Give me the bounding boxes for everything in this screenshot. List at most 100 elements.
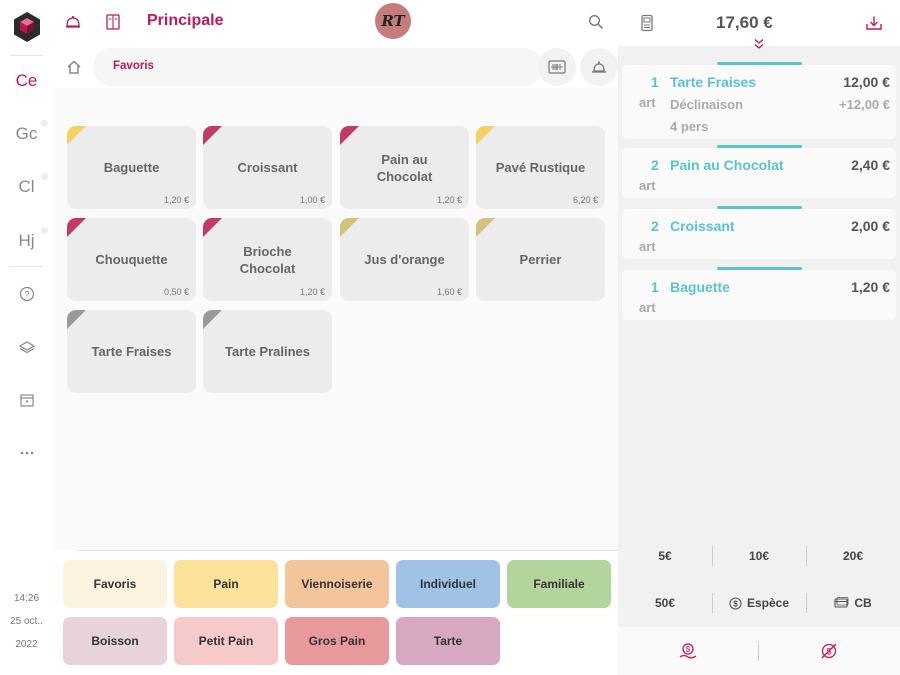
home-back-icon[interactable] xyxy=(63,56,85,78)
rail-item-hj[interactable]: Hj xyxy=(0,221,53,261)
rail-divider xyxy=(10,55,43,56)
rail-badge-dot xyxy=(41,120,48,127)
product-tile[interactable]: Pain au Chocolat 1,20 € xyxy=(340,126,469,209)
more-icon[interactable] xyxy=(17,443,37,463)
quick-amount-10-button[interactable]: 10€ xyxy=(748,549,770,563)
quick-amount-5-button[interactable]: 5€ xyxy=(658,549,672,563)
product-price: 1,00 € xyxy=(299,195,325,205)
category-color-marker xyxy=(67,126,86,145)
line-product-name: Croissant xyxy=(670,218,735,234)
breadcrumb-label[interactable]: Favoris xyxy=(113,60,154,72)
breadcrumb xyxy=(93,48,543,86)
calendar-icon[interactable] xyxy=(17,390,37,410)
cash-payment-button[interactable]: $ Espèce xyxy=(712,583,806,623)
category-color-marker xyxy=(340,126,359,145)
rail-item-label: Gc xyxy=(15,124,38,143)
category-button-petit-pain[interactable]: Petit Pain xyxy=(174,617,278,665)
cloche-icon[interactable] xyxy=(62,11,84,33)
pay-divider xyxy=(712,546,713,566)
category-button-viennoiserie[interactable]: Viennoiserie xyxy=(285,560,389,608)
quick-amount-20-button[interactable]: 20€ xyxy=(842,549,864,563)
product-name: Pavé Rustique xyxy=(495,160,586,175)
line-variant-price: +12,00 € xyxy=(839,97,890,112)
line-unit: art xyxy=(639,95,656,110)
category-bar: Favoris Pain Viennoiserie Individuel Fam… xyxy=(53,550,620,675)
product-tile[interactable]: Tarte Fraises xyxy=(67,310,196,393)
product-name: Perrier xyxy=(519,252,562,267)
product-name: Jus d'orange xyxy=(364,252,445,267)
order-line[interactable]: 1 Tarte Fraises 12,00 € art Déclinaison … xyxy=(622,62,896,139)
order-line[interactable]: 1 Baguette 1,20 € art xyxy=(622,267,896,320)
line-quantity: 1 xyxy=(651,74,659,90)
menu-book-icon[interactable] xyxy=(102,11,124,33)
category-color-marker xyxy=(476,218,495,237)
order-total: 17,60 € xyxy=(716,13,773,32)
line-product-name: Baguette xyxy=(670,279,730,295)
product-tile[interactable]: Pavé Rustique 6,20 € xyxy=(476,126,605,209)
category-button-boisson[interactable]: Boisson xyxy=(63,617,167,665)
coin-icon: $ xyxy=(729,596,742,610)
product-name: Pain au Chocolat xyxy=(376,151,433,184)
category-color-marker xyxy=(340,218,359,237)
line-product-name: Tarte Fraises xyxy=(670,74,757,90)
rail-item-label: Cl xyxy=(18,177,35,196)
cash-hand-icon[interactable]: $ xyxy=(677,640,699,662)
quick-amount-50-button[interactable]: 50€ xyxy=(654,596,676,610)
product-grid: Baguette 1,20 € Croissant 1,00 € Pain au… xyxy=(53,88,618,550)
product-name: Chouquette xyxy=(95,252,168,267)
category-button-pain[interactable]: Pain xyxy=(174,560,278,608)
category-button-gros-pain[interactable]: Gros Pain xyxy=(285,617,389,665)
line-indicator xyxy=(717,62,802,65)
rail-badge-dot xyxy=(41,227,48,234)
pay-divider xyxy=(712,593,713,613)
category-color-marker xyxy=(67,218,86,237)
category-button-individuel[interactable]: Individuel xyxy=(396,560,500,608)
payment-method-row: 50€ $ Espèce CB xyxy=(618,583,900,623)
order-line[interactable]: 2 Pain au Chocolat 2,40 € art xyxy=(622,145,896,198)
product-tile[interactable]: Baguette 1,20 € xyxy=(67,126,196,209)
rail-item-gc[interactable]: Gc xyxy=(0,114,53,154)
product-tile[interactable]: Brioche Chocolat 1,20 € xyxy=(203,218,332,301)
line-price: 2,00 € xyxy=(851,218,890,234)
app-logo-icon[interactable] xyxy=(11,11,43,43)
clock-time: 14:26 xyxy=(13,593,40,604)
chevron-double-down-icon[interactable] xyxy=(752,38,766,50)
product-tile[interactable]: Tarte Pralines xyxy=(203,310,332,393)
order-panel: 17,60 € 1 Tarte Fraises 12,00 € art Décl… xyxy=(618,0,900,675)
card-payment-label: CB xyxy=(854,596,872,610)
rail-item-ce[interactable]: Ce xyxy=(0,61,53,101)
rail-item-cl[interactable]: Cl xyxy=(0,167,53,207)
user-avatar[interactable]: RT xyxy=(375,3,411,39)
layers-icon[interactable] xyxy=(17,337,37,357)
rail-item-label: Ce xyxy=(15,71,38,90)
category-button-familiale[interactable]: Familiale xyxy=(507,560,611,608)
cash-payment-label: Espèce xyxy=(746,596,790,610)
product-tile[interactable]: Perrier xyxy=(476,218,605,301)
search-icon[interactable] xyxy=(585,11,607,33)
help-icon[interactable]: ? xyxy=(17,284,37,304)
quick-amount-row: 5€ 10€ 20€ xyxy=(618,536,900,576)
product-tile[interactable]: Jus d'orange 1,60 € xyxy=(340,218,469,301)
clock-year: 2022 xyxy=(15,639,38,650)
cancel-payment-icon[interactable]: $ xyxy=(818,640,840,662)
svg-text:?: ? xyxy=(24,290,29,300)
category-button-tarte[interactable]: Tarte xyxy=(396,617,500,665)
download-icon[interactable] xyxy=(863,12,885,34)
order-header: 17,60 € xyxy=(618,0,900,46)
serve-dish-button[interactable] xyxy=(580,48,618,86)
terminal-icon[interactable] xyxy=(636,12,658,34)
category-button-favoris[interactable]: Favoris xyxy=(63,560,167,608)
category-color-marker xyxy=(476,126,495,145)
line-variant-detail: 4 pers xyxy=(670,119,709,134)
line-quantity: 2 xyxy=(651,157,659,173)
line-price: 2,40 € xyxy=(851,157,890,173)
line-indicator xyxy=(717,206,802,209)
product-tile[interactable]: Chouquette 0,50 € xyxy=(67,218,196,301)
product-tile[interactable]: Croissant 1,00 € xyxy=(203,126,332,209)
category-divider xyxy=(78,550,620,551)
order-line[interactable]: 2 Croissant 2,00 € art xyxy=(622,206,896,259)
card-payment-button[interactable]: CB xyxy=(806,583,900,623)
barcode-scan-button[interactable] xyxy=(538,48,576,86)
product-price: 1,20 € xyxy=(436,195,462,205)
line-unit: art xyxy=(639,300,656,315)
